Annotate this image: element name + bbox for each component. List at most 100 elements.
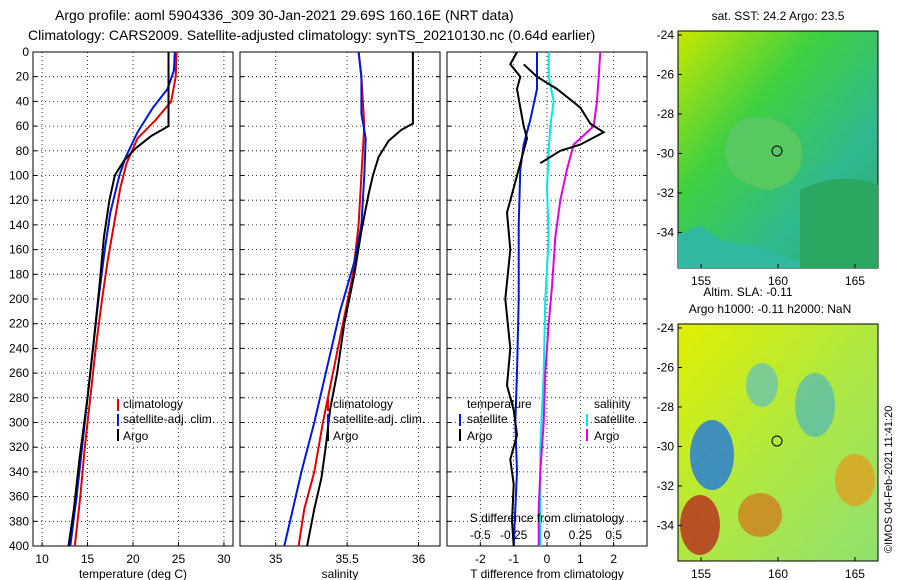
legend-swatch-climatology — [327, 399, 329, 411]
map-x-tick-label: 165 — [845, 274, 865, 288]
map-y-tick-label: -34 — [657, 225, 675, 239]
legend-label-climatology: climatology — [333, 397, 393, 411]
map-y-tick-label: -28 — [657, 400, 675, 414]
legend-swatch-argo — [327, 429, 329, 441]
temperature-lines — [67, 51, 178, 547]
sla-high-anomaly — [680, 495, 720, 555]
imos-watermark: ©IMOS 04-Feb-2021 11:41:20 — [883, 406, 895, 553]
depth-tick-label: 180 — [9, 267, 29, 281]
depth-tick-label: 340 — [9, 465, 29, 479]
sla-map-panel: Altim. SLA: -0.11 Argo h1000: -0.11 h200… — [657, 285, 879, 580]
map-y-tick-label: -32 — [657, 479, 675, 493]
x-tick-label: 1 — [577, 552, 584, 566]
series-line — [306, 52, 414, 547]
depth-tick-label: 0 — [22, 45, 29, 59]
legend-label-sal-argo: Argo — [594, 429, 620, 443]
legend-label-satellite: satellite-adj. clim. — [333, 412, 425, 426]
difference-legend-temperature: temperature satellite Argo — [459, 397, 532, 443]
temperature-ticks: 10 15 20 25 30 — [35, 552, 230, 566]
legend-swatch-sal-satellite — [586, 414, 588, 426]
salinity-legend: climatology satellite-adj. clim. Argo — [327, 397, 425, 443]
depth-tick-label: 20 — [16, 70, 30, 84]
sst-map-eddy — [725, 117, 802, 190]
depth-tick-label: 80 — [16, 144, 30, 158]
depth-tick-label: 140 — [9, 218, 29, 232]
legend-swatch-sal-argo — [586, 429, 588, 441]
x-tick-label: 2 — [610, 552, 617, 566]
sla-argo-marker — [771, 435, 783, 447]
x-tick-label: 0 — [544, 552, 551, 566]
x-tick-label: 25 — [172, 552, 186, 566]
temperature-legend: climatology satellite-adj. clim. Argo — [117, 397, 215, 443]
x-tick-label: 36 — [412, 552, 426, 566]
legend-label-sal-satellite: satellite — [594, 412, 635, 426]
depth-ticks: 0 20 40 60 80 100 120 140 160 180 200 220 240 260 280 3… — [9, 45, 29, 553]
legend-swatch-climatology — [117, 399, 119, 411]
x-tick-label: -1 — [508, 552, 519, 566]
depth-tick-label: 200 — [9, 292, 29, 306]
depth-tick-label: 400 — [9, 539, 29, 553]
x-tick-label-top: 0.5 — [605, 528, 622, 542]
legend-label-climatology: climatology — [123, 397, 183, 411]
depth-tick-label: 220 — [9, 317, 29, 331]
series-line — [537, 51, 602, 546]
salinity-panel: 35 35.5 36 salinity climatology satellite-… — [239, 51, 441, 580]
x-tick-label: 35.5 — [335, 552, 359, 566]
series-line — [283, 51, 367, 547]
map-y-tick-label: -30 — [657, 146, 675, 160]
figure-title-line1: Argo profile: aoml 5904336_309 30-Jan-20… — [55, 7, 514, 23]
sst-map-panel: sat. SST: 24.2 Argo: 23.5 155 160 165 -24 -2… — [657, 9, 879, 288]
map-y-tick-label: -34 — [657, 518, 675, 532]
legend-title-salinity: salinity — [594, 397, 631, 411]
salinity-ticks: 35 35.5 36 — [269, 552, 426, 566]
sla-low-anomaly — [690, 420, 734, 490]
depth-tick-label: 60 — [16, 119, 30, 133]
map-x-tick-label: 160 — [768, 274, 788, 288]
depth-tick-label: 160 — [9, 243, 29, 257]
series-line — [504, 51, 529, 547]
difference-lines — [504, 51, 606, 547]
x-tick-label-top: -0.25 — [500, 528, 528, 542]
difference-legend-salinity: salinity satellite Argo — [586, 397, 635, 443]
temperature-panel: 10 15 20 25 30 0 20 40 60 80 100 120 140 160 180 200 22… — [9, 45, 234, 580]
depth-tick-label: 380 — [9, 514, 29, 528]
x-tick-label: 30 — [217, 552, 231, 566]
sla-high-anomaly — [835, 454, 875, 506]
x-tick-label-top: 0.25 — [569, 528, 593, 542]
map-y-tick-label: -32 — [657, 186, 675, 200]
x-tick-label: 35 — [269, 552, 283, 566]
map-y-tick-label: -26 — [657, 67, 675, 81]
depth-tick-label: 40 — [16, 94, 30, 108]
legend-label-satellite: satellite-adj. clim. — [123, 412, 215, 426]
sla-high-anomaly — [738, 493, 782, 537]
map-y-tick-label: -30 — [657, 439, 675, 453]
series-line — [73, 51, 178, 547]
legend-label-temp-satellite: satellite — [467, 412, 508, 426]
depth-tick-label: 360 — [9, 490, 29, 504]
temperature-xlabel: temperature (deg C) — [79, 567, 187, 580]
legend-label-temp-argo: Argo — [467, 429, 493, 443]
depth-tick-label: 240 — [9, 341, 29, 355]
figure-title-line2: Climatology: CARS2009. Satellite-adjuste… — [28, 27, 595, 43]
map-x-tick-label: 165 — [845, 567, 865, 580]
salinity-grid — [240, 51, 440, 547]
sst-map-title: sat. SST: 24.2 Argo: 23.5 — [712, 9, 845, 23]
salinity-lines — [283, 51, 414, 547]
legend-swatch-satellite — [327, 414, 329, 426]
map-y-tick-label: -26 — [657, 360, 675, 374]
map-y-tick-label: -28 — [657, 107, 675, 121]
salinity-xlabel: salinity — [322, 567, 359, 580]
x-tick-label: 10 — [35, 552, 49, 566]
sla-low-anomaly — [795, 373, 835, 437]
depth-tick-label: 100 — [9, 169, 29, 183]
series-line — [297, 51, 366, 547]
sst-map-green-region — [800, 178, 878, 268]
series-line — [523, 63, 606, 165]
difference-ticks: -2 -1 0 1 2 -0.5 -0.25 0 0.25 0.5 — [470, 528, 622, 566]
x-tick-label: 20 — [126, 552, 140, 566]
map-x-tick-label: 155 — [691, 274, 711, 288]
series-line — [512, 52, 538, 547]
sst-argo-marker — [771, 145, 783, 157]
legend-title-temperature: temperature — [467, 397, 532, 411]
